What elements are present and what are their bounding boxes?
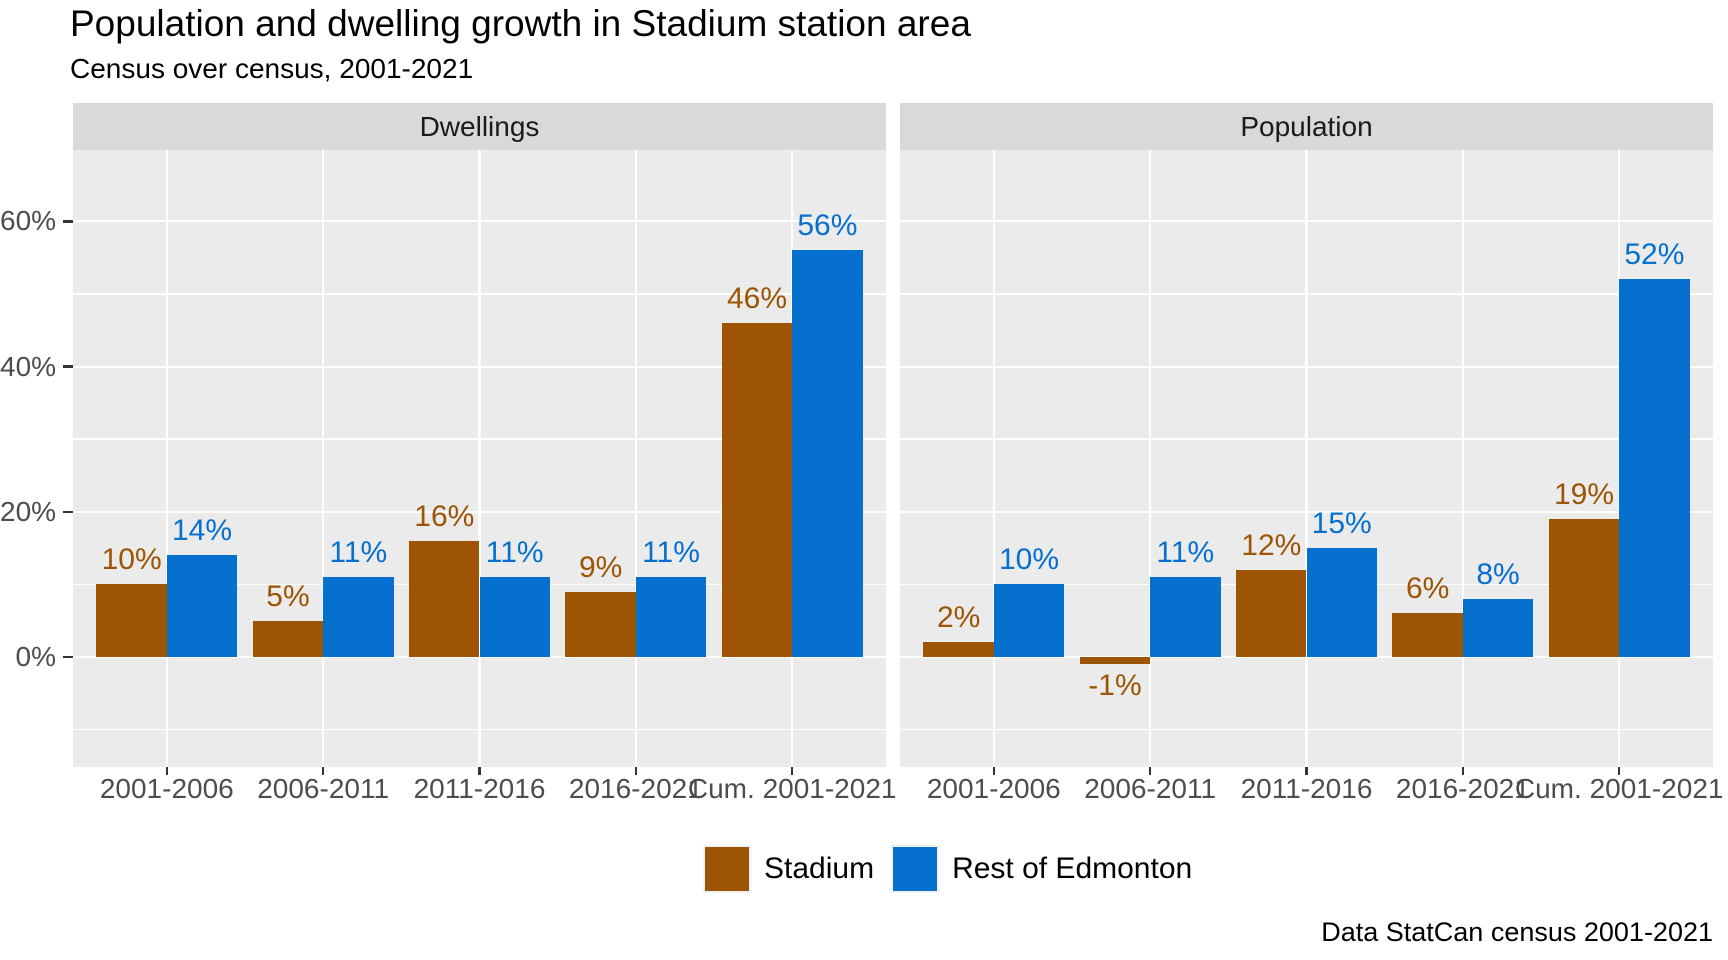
bar-value-label: 52%: [1624, 238, 1685, 272]
x-tick: [790, 767, 794, 775]
legend-label: Rest of Edmonton: [952, 852, 1193, 885]
legend: Stadium Rest of Edmonton: [703, 845, 1209, 893]
facet-strip: Population: [900, 103, 1713, 150]
y-tick: [63, 510, 73, 514]
chart-title: Population and dwelling growth in Stadiu…: [70, 3, 971, 44]
y-tick: [63, 655, 73, 659]
chart-subtitle: Census over census, 2001-2021: [70, 53, 474, 84]
bar-stadium: [923, 642, 994, 657]
bar-stadium: [1548, 519, 1620, 657]
x-tick-label: 2001-2006: [99, 773, 234, 804]
x-tick: [1148, 767, 1152, 775]
vertical-gridline: [322, 150, 325, 767]
x-tick: [1305, 767, 1308, 775]
legend-label: Stadium: [764, 852, 875, 885]
vertical-gridline: [478, 150, 481, 767]
x-tick-label: 2006-2011: [257, 773, 390, 804]
legend-key: [703, 845, 751, 893]
bar-value-label: 9%: [578, 550, 623, 584]
vertical-gridline: [1618, 150, 1621, 767]
y-tick-label: 40%: [0, 350, 57, 382]
bar-value-label: 10%: [998, 543, 1059, 577]
bar-value-label: 11%: [1156, 536, 1215, 570]
x-tick-label: 2011-2016: [413, 773, 546, 804]
x-tick: [1461, 767, 1465, 775]
x-tick-label: 2011-2016: [1240, 773, 1373, 804]
bar-stadium: [409, 540, 480, 657]
x-tick-label: 2006-2011: [1084, 773, 1217, 804]
bar-value-label: 6%: [1405, 572, 1450, 606]
bar-rest-of-edmonton: [323, 577, 394, 657]
bar-rest-of-edmonton: [635, 577, 707, 657]
x-tick-label: 2016-2021: [1395, 773, 1530, 804]
bar-rest-of-edmonton: [1150, 577, 1221, 657]
vertical-gridline: [165, 150, 168, 767]
bar-value-label: 15%: [1311, 507, 1372, 541]
bar-stadium: [565, 591, 636, 657]
bar-rest-of-edmonton: [1619, 279, 1690, 657]
x-tick: [634, 767, 638, 775]
bar-value-label: 16%: [414, 499, 475, 533]
bar-rest-of-edmonton: [166, 555, 238, 657]
x-tick-label: Cum. 2001-2021: [1514, 773, 1724, 804]
vertical-gridline: [1305, 150, 1308, 767]
x-tick-label: 2001-2006: [926, 773, 1061, 804]
bar-value-label: 8%: [1476, 557, 1520, 591]
legend-swatch: [705, 847, 749, 891]
x-tick: [992, 767, 996, 775]
bar-value-label: 5%: [266, 579, 310, 613]
facet-panel: 10% 14% 5% 11% 16% 11% 9% 11% 46% 56%: [73, 150, 886, 767]
bar-rest-of-edmonton: [993, 584, 1065, 657]
y-tick: [63, 220, 73, 223]
bar-rest-of-edmonton: [1306, 548, 1377, 657]
bar-value-label: -1%: [1088, 669, 1142, 703]
vertical-gridline: [992, 150, 995, 767]
x-tick: [321, 767, 325, 775]
vertical-gridline: [634, 150, 637, 767]
legend-key: [891, 845, 940, 893]
bar-value-label: 46%: [726, 282, 788, 316]
bar-value-label: 56%: [797, 209, 858, 243]
strip-label: Dwellings: [419, 110, 540, 142]
bar-value-label: 2%: [936, 601, 981, 635]
bar-rest-of-edmonton: [1462, 598, 1534, 657]
y-tick: [63, 365, 73, 368]
x-tick-label: 2016-2021: [568, 773, 703, 804]
bar-value-label: 10%: [101, 543, 162, 577]
bar-value-label: 14%: [171, 514, 232, 548]
vertical-gridline: [1461, 150, 1464, 767]
facet-panel: 2% 10% -1% 11% 12% 15% 6% 8% 19% 52%: [900, 150, 1713, 767]
y-tick-label: 60%: [0, 205, 57, 237]
bar-stadium: [721, 323, 793, 657]
bar-value-label: 19%: [1553, 478, 1615, 512]
x-tick: [1617, 767, 1621, 775]
bar-stadium: [1079, 657, 1151, 665]
y-tick-label: 20%: [0, 495, 57, 527]
x-tick: [478, 767, 481, 775]
x-tick: [165, 767, 169, 775]
bar-rest-of-edmonton: [479, 577, 550, 657]
legend-swatch: [893, 847, 938, 891]
bar-value-label: 12%: [1241, 528, 1302, 562]
chart-caption: Data StatCan census 2001-2021: [1321, 917, 1713, 947]
facet-strip: Dwellings: [73, 103, 886, 150]
bar-stadium: [1392, 613, 1463, 657]
bar-stadium: [96, 584, 167, 657]
bar-stadium: [1236, 569, 1307, 657]
y-tick-label: 0%: [15, 641, 56, 672]
bar-rest-of-edmonton: [792, 250, 863, 657]
bar-value-label: 11%: [642, 536, 700, 570]
bar-value-label: 11%: [485, 536, 544, 570]
x-tick-label: Cum. 2001-2021: [687, 773, 897, 804]
vertical-gridline: [1149, 150, 1152, 767]
bar-stadium: [252, 620, 324, 657]
bar-value-label: 11%: [329, 536, 388, 570]
strip-label: Population: [1240, 110, 1373, 142]
